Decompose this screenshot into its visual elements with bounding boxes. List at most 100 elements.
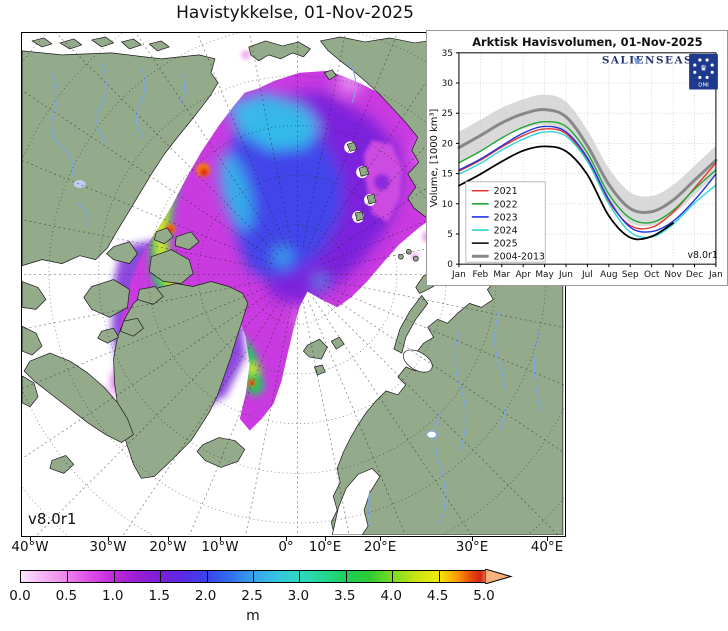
colorbar-tick [392,571,394,582]
colorbar-tick-label: 2.0 [194,588,217,604]
series-2023 [458,125,717,233]
colorbar-gradient [20,570,486,583]
dmi-logo-text: DMI [698,83,709,89]
lon-label: 20°W [149,539,187,555]
colorbar-tick-label: 0.5 [55,588,78,604]
lon-tick [168,537,169,541]
colorbar-tick [438,571,440,582]
lon-label: 0° [278,539,294,555]
colorbar-tick-label: 1.0 [102,588,124,604]
legend-label: 2004-2013 [494,252,545,263]
inset-title: Arktisk Havisvolumen, 01-Nov-2025 [472,35,702,49]
inset-version-label: v8.0r1 [688,250,718,261]
lon-label: 10°E [308,539,342,555]
colorbar-tick-label: 4.5 [426,588,449,604]
svg-text:0: 0 [447,260,453,270]
colorbar-tick-label: 4.0 [380,588,402,604]
land-baffin-island [23,352,134,443]
colorbar-tick [206,571,208,582]
svg-text:Jul: Jul [581,270,593,280]
svg-text:15: 15 [442,170,453,180]
legend: 2021 2022 2023 2024 2025 2004-2013 [465,181,546,263]
inland-seas [331,349,433,535]
colorbar-tick-label: 0.0 [9,588,31,604]
svg-text:35: 35 [442,49,453,59]
lon-label: 10°W [201,539,239,555]
svg-text:Jan: Jan [451,270,466,280]
colorbar-unit-label: m [246,608,260,624]
series-2004-2013 [457,108,718,215]
lon-label: 20°E [363,539,397,555]
colorbar-tick-label: 5.0 [473,588,495,604]
colorbar-tick [253,571,254,582]
colorbar-tick-label: 1.5 [148,588,170,604]
lon-tick [380,537,381,541]
svg-text:Mar: Mar [493,270,510,280]
legend-label: 2023 [494,212,518,223]
lon-tick [220,537,221,541]
legend-label: 2024 [494,226,518,237]
svg-text:20: 20 [442,139,454,149]
colorbar-tick-label: 3.0 [287,588,310,604]
svg-text:Dec: Dec [686,270,703,280]
svg-text:Aug: Aug [600,270,617,280]
series-2022 [458,120,717,224]
legend-label: 2022 [494,199,518,210]
colorbar-tick-label: 3.5 [334,588,356,604]
lon-tick [472,537,473,541]
land-greenland [113,281,249,479]
volume-chart-inset: 0 5 10 15 20 25 30 35 Jan Feb Mar Apr May Jun Jul Aug Se… [426,30,728,286]
white-sea [402,349,433,373]
lon-tick [108,537,109,541]
land-aleutian-islands [31,37,53,48]
lon-label: 30°W [89,539,127,555]
land-iceland [196,437,246,468]
dmi-logo: ♛ DMI [689,53,718,90]
lon-label: 30°E [455,539,489,555]
svg-text:Nov: Nov [664,270,681,280]
lon-tick [286,537,287,541]
lon-tick [325,537,326,541]
svg-text:Oct: Oct [644,270,660,280]
svg-text:Feb: Feb [472,270,488,280]
lon-tick [30,537,31,541]
land-victoria-island [83,279,130,318]
colorbar-tick [345,571,347,582]
svg-text:Sep: Sep [622,270,639,280]
series-2025 [458,145,674,241]
series-2024 [458,130,717,239]
lon-label: 40°E [530,539,564,555]
colorbar-tick [160,571,162,582]
svg-text:Jan: Jan [708,270,723,280]
land-north-america [22,50,219,266]
inset-ylabel: Volume, [1000 km³] [429,109,440,208]
svg-text:10: 10 [442,200,454,210]
lon-label: 40°W [11,539,49,555]
legend-label: 2025 [494,239,518,250]
land-svalbard [303,338,328,360]
crown-icon: ♛ [700,64,707,73]
colorbar-tick [67,571,69,582]
land-wrangel-island [323,69,337,81]
svg-text:25: 25 [442,109,453,119]
colorbar-tick [299,571,301,582]
page-title: Havistykkelse, 01-Nov-2025 [176,3,414,23]
svg-text:5: 5 [447,230,453,240]
colorbar-tick [113,571,115,582]
land-franz-josef [398,253,404,260]
salienseas-logo: SALIENSEAS [602,55,693,67]
colorbar-overflow-arrow [485,569,513,584]
svg-text:Jun: Jun [558,270,573,280]
lon-tick [547,537,548,541]
legend-label: 2021 [494,186,518,197]
land-chukotka [248,40,311,62]
baltic-sea [331,467,381,535]
svg-text:30: 30 [442,79,454,89]
land-ellesmere [149,249,194,284]
svg-text:Apr: Apr [515,270,531,280]
land-banks-island [106,241,138,264]
svg-text:May: May [535,270,553,280]
map-version-label: v8.0r1 [28,510,77,528]
thickness-colorbar: 0.0 0.5 1.0 1.5 2.0 2.5 3.0 3.5 4.0 4.5 5.0 m [0,566,728,626]
